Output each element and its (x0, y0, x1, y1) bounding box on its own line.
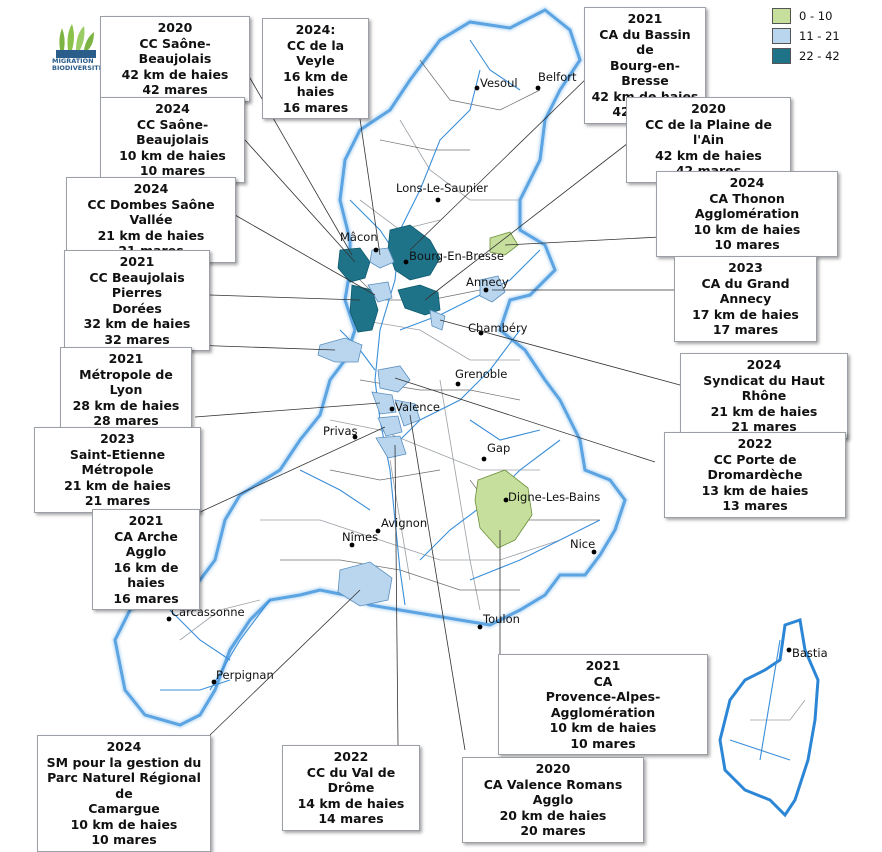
legend: 0 - 10 11 - 21 22 - 42 (772, 6, 872, 66)
callout-metropole-lyon: 2021 Métropole de Lyon 28 km de haies 28 ma… (60, 347, 192, 433)
callout-saone-beaujolais-2024: 2024 CC Saône-Beaujolais 10 km de haies 10 … (100, 97, 245, 183)
callout-thonon: 2024 CA Thonon Agglomération 10 km de haie… (656, 171, 838, 257)
legend-swatch (772, 8, 791, 24)
territory-valence-romans (394, 399, 421, 427)
territory-dombes (367, 281, 393, 303)
legend-item: 0 - 10 (772, 6, 872, 26)
city-label: Chambéry (468, 321, 528, 335)
legend-item: 11 - 21 (772, 26, 872, 46)
territory-lyon (317, 337, 363, 363)
territory-dromardeche (377, 365, 411, 393)
legend-item: 22 - 42 (772, 46, 872, 66)
territory-annecy (479, 275, 506, 303)
callout-porte-dromardeche: 2022 CC Porte de Dromardèche 13 km de haie… (664, 432, 846, 518)
city-label: Perpignan (216, 668, 274, 682)
callout-grand-annecy: 2023 CA du Grand Annecy 17 km de haies 17 m… (674, 256, 817, 342)
territory-provence (474, 469, 533, 549)
logo-text: MIGRATION BIODIVERSITÉ (52, 57, 104, 72)
territory-saone-beaujolais (337, 247, 371, 283)
city-label: Nice (570, 537, 596, 551)
callout-plaine-ain: 2020 CC de la Plaine de l'Ain 42 km de hai… (626, 97, 791, 183)
city-label: Lons-Le-Saunier (396, 181, 489, 195)
territory-haut-rhone (429, 309, 446, 331)
city-label: Privas (323, 424, 358, 438)
city-label: Valence (395, 400, 440, 414)
city-label: Nîmes (342, 530, 379, 544)
callout-saone-beaujolais-2020: 2020 CC Saône-Beaujolais 42 km de haies 42 … (100, 16, 250, 102)
callout-camargue: 2024 SM pour la gestion du Parc Naturel Ré… (37, 735, 211, 852)
legend-swatch (772, 48, 791, 64)
callout-val-de-drome: 2022 CC du Val de Drôme 14 km de haies 14 m… (282, 745, 420, 831)
territory-val-drome (375, 435, 407, 459)
legend-swatch (772, 28, 791, 44)
corsica-outline (718, 618, 820, 818)
callout-saint-etienne-metropole: 2023 Saint-Etienne Métropole 21 km de haie… (34, 427, 201, 513)
callout-dombes-saone-vallee: 2024 CC Dombes Saône Vallée 21 km de haies… (66, 177, 236, 263)
city-label: Annecy (466, 275, 509, 289)
callout-haut-rhone: 2024 Syndicat du Haut Rhône 21 km de haies… (680, 353, 848, 439)
city-label: Bastia (792, 646, 828, 660)
city-label: Gap (487, 441, 511, 455)
city-label: Grenoble (455, 367, 508, 381)
callout-provence-alpes-agglo: 2021 CA Provence-Alpes-Agglomération 10 km … (498, 654, 708, 755)
city-label: Bourg-En-Bresse (409, 249, 504, 263)
city-label: Toulon (483, 612, 520, 626)
territory-plaine-ain (397, 284, 441, 316)
city-label: Avignon (381, 516, 428, 530)
city-label: Vesoul (480, 76, 518, 90)
territory-veyle (369, 247, 395, 269)
callout-valence-romans-agglo: 2020 CA Valence Romans Agglo 20 km de haie… (462, 757, 644, 843)
callout-veyle: 2024: CC de la Veyle 16 km de haies 16 mare… (262, 18, 369, 119)
territory-camargue (337, 561, 393, 607)
callout-beaujolais-pierres-dorees: 2021 CC Beaujolais Pierres Dorées 32 km de … (64, 250, 210, 351)
city-label: Mâcon (340, 230, 378, 244)
city-label: Belfort (538, 70, 577, 84)
city-label: Digne-Les-Bains (508, 490, 601, 504)
territory-arche (377, 415, 403, 437)
callout-arche-agglo: 2021 CA Arche Agglo 16 km de haies 16 mares (92, 509, 200, 610)
migration-biodiversite-logo (52, 20, 108, 80)
